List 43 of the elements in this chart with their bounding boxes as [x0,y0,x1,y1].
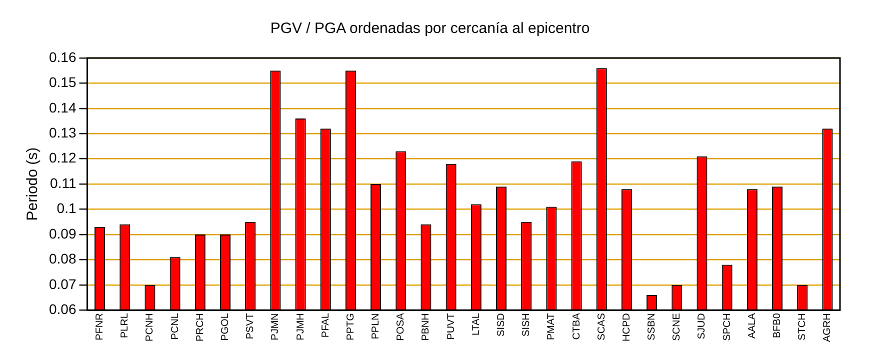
x-tick-label: PUVT [446,313,457,340]
y-tick-label: 0.08 [49,250,76,267]
x-tick-label: PMAT [546,313,558,340]
x-tick-label: PSVT [245,313,256,340]
x-tick-label: SISD [496,313,508,336]
x-tick-label: PJMH [295,313,306,340]
x-tick-label: SISH [521,313,532,336]
y-tick-label: 0.13 [49,124,76,140]
x-tick-label: PCNL [170,312,181,340]
y-tick-label: 0.11 [50,174,76,191]
y-tick-label: 0.14 [49,99,76,116]
x-tick-label: SJUD [696,313,708,340]
x-tick-label: SCNE [672,312,683,341]
x-tick-label: AALA [746,312,758,339]
y-tick-label: 0.09 [49,225,76,242]
x-tick-label: CTBA [571,312,582,340]
x-tick-label: LTAL [470,312,482,336]
x-tick-label: STCH [797,313,808,340]
x-tick-label: PPLN [370,313,382,340]
x-tick-label: HCPD [621,313,632,342]
x-tick-label: AGRH [822,313,834,342]
x-tick-label: PPTG [345,312,356,340]
x-tick-label: PCNH [144,313,156,342]
x-tick-label: SSBN [646,313,658,340]
y-tick-label: 0.1 [56,200,76,216]
x-tick-label: PBNH [420,313,432,341]
x-tick-label: PFNR [94,313,106,340]
x-tick-label: PJMN [270,313,282,340]
chart-title: PGV / PGA ordenadas por cercanía al epicentro [270,20,590,38]
x-tick-label: PLRL [120,312,131,338]
y-tick-label: 0.06 [49,300,76,317]
y-tick-label: 0.12 [49,150,76,166]
y-axis-title: Periodo (s) [24,147,42,221]
x-tick-label: SCAS [596,312,608,340]
y-tick-label: 0.16 [49,48,76,65]
y-tick-label: 0.15 [49,74,76,90]
x-tick-label: POSA [396,312,407,341]
x-tick-label: SPCH [722,313,733,341]
x-tick-label: PGOL [220,312,232,341]
x-tick-label: PFAL [320,312,332,338]
x-tick-label: BFB0 [772,312,784,338]
x-tick-label: PRCH [194,313,206,342]
y-tick-label: 0.07 [49,276,76,292]
